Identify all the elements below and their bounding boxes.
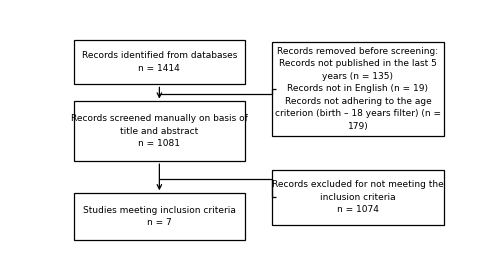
FancyBboxPatch shape (74, 101, 244, 161)
FancyBboxPatch shape (272, 42, 444, 136)
Text: Records identified from databases
n = 1414: Records identified from databases n = 14… (82, 51, 237, 73)
Text: Records screened manually on basis of
title and abstract
n = 1081: Records screened manually on basis of ti… (71, 114, 248, 148)
Text: Records excluded for not meeting the
inclusion criteria
n = 1074: Records excluded for not meeting the inc… (272, 181, 444, 214)
Text: Studies meeting inclusion criteria
n = 7: Studies meeting inclusion criteria n = 7 (83, 206, 236, 227)
FancyBboxPatch shape (74, 40, 244, 84)
FancyBboxPatch shape (272, 170, 444, 225)
FancyBboxPatch shape (74, 193, 244, 240)
Text: Records removed before screening:
Records not published in the last 5
years (n =: Records removed before screening: Record… (275, 47, 441, 131)
